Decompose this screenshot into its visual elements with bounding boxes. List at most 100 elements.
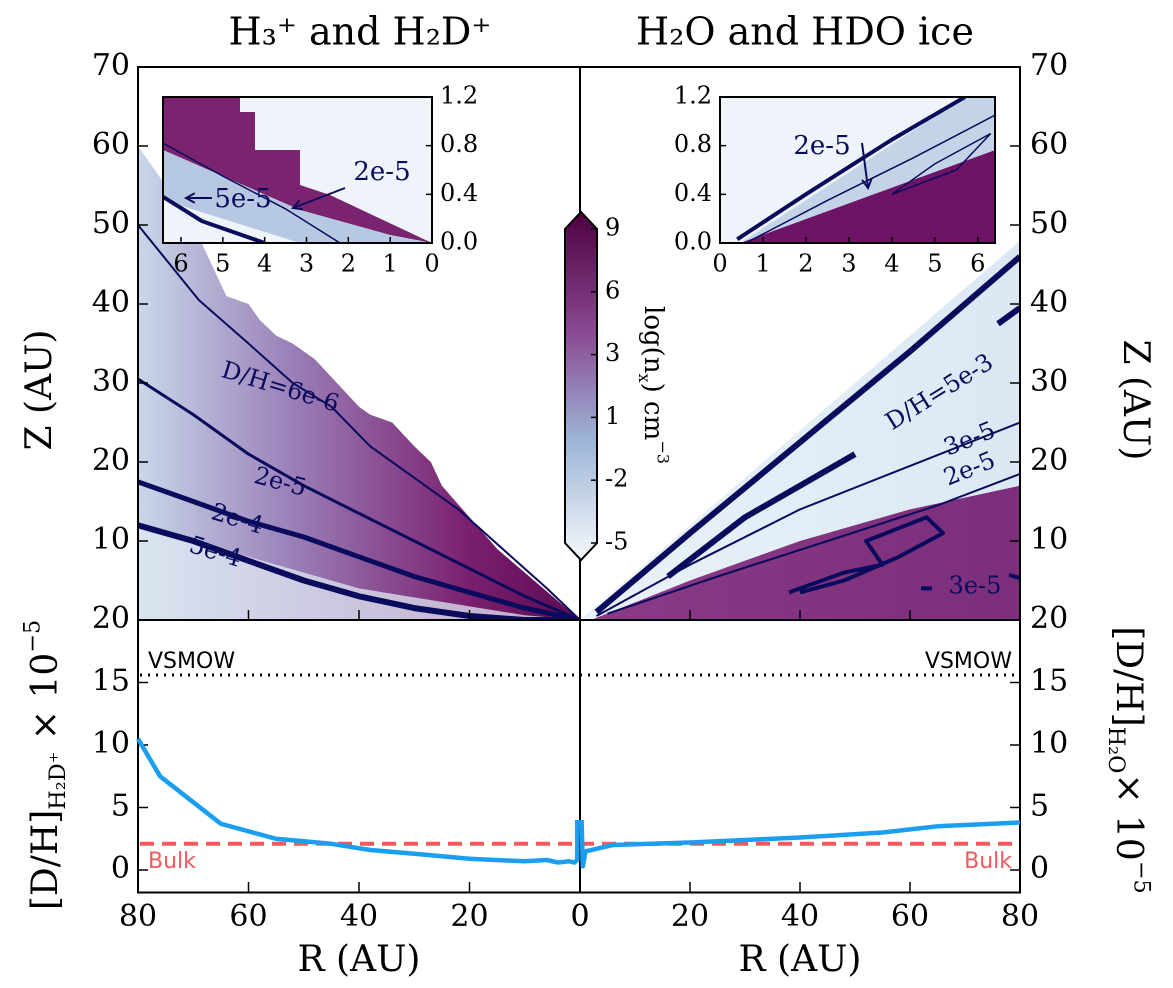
inset-x-tick-label: 4 <box>257 250 272 278</box>
inset-y-tick-label: 0.0 <box>440 228 478 256</box>
y-tick-label: 5 <box>1030 789 1049 824</box>
x-tick-label: 40 <box>781 899 819 934</box>
density-field-low <box>138 525 580 620</box>
label-arrow-head <box>183 192 196 204</box>
y-tick-label: 50 <box>1030 206 1068 241</box>
y-tick-label: 40 <box>92 285 130 320</box>
inset-y-tick-label: 0.4 <box>674 179 712 207</box>
y-axis-label-sub: H₂D⁺ <box>45 752 71 810</box>
inset-y-tick-label: 1.2 <box>674 82 712 110</box>
inset-frame <box>162 96 433 244</box>
inset-x-tick-label: 1 <box>755 250 770 278</box>
inset-x-tick-label: 3 <box>841 250 856 278</box>
x-tick-label: 20 <box>450 899 488 934</box>
contour-label: 2e-5 <box>353 157 410 187</box>
inset-x-tick-label: 4 <box>884 250 899 278</box>
contour-line <box>138 479 580 620</box>
colorbar-label-sup: −3 <box>654 440 673 464</box>
reference-label: Bulk <box>148 849 196 874</box>
y-tick-label: 20 <box>92 601 130 636</box>
y-axis-label-sup: −5 <box>1128 861 1154 894</box>
y-axis-label-tail: × 10 <box>25 653 66 752</box>
y-axis-label-main: [D/H] <box>25 810 66 910</box>
inset-y-tick-label: 0.8 <box>440 130 478 158</box>
colorbar-tick-label: 3 <box>605 339 620 367</box>
inset-x-tick-label: 5 <box>927 250 942 278</box>
y-tick-label: 50 <box>92 206 130 241</box>
colorbar-label-main: log(n <box>638 306 668 374</box>
contour-label: 3e-5 <box>949 572 1002 600</box>
y-tick-label: 60 <box>1030 127 1068 162</box>
x-tick-label: 0 <box>570 899 589 934</box>
panel-title: H₃⁺ and H₂D⁺ <box>229 10 492 54</box>
y-tick-label: 15 <box>1030 664 1068 699</box>
colorbar-tick-label: 9 <box>605 214 620 242</box>
contour-line <box>596 421 1020 617</box>
inset-y-tick-label: 0.4 <box>440 179 478 207</box>
label-arrow <box>861 142 869 189</box>
y-axis-label: Z (AU) <box>19 330 60 451</box>
inset-x-tick-label: 0 <box>424 250 439 278</box>
inset-density-light <box>163 150 432 243</box>
y-tick-label: 30 <box>92 364 130 399</box>
contour-label: 5e-5 <box>214 184 271 214</box>
y-tick-label: 40 <box>1030 285 1068 320</box>
inset-x-tick-label: 0 <box>712 250 727 278</box>
contour-line <box>138 377 580 620</box>
contour-line <box>163 195 266 243</box>
x-tick-label: 60 <box>891 899 929 934</box>
x-tick-label: 80 <box>119 899 157 934</box>
y-tick-label: 70 <box>1030 48 1068 83</box>
y-tick-label: 10 <box>92 726 130 761</box>
contour-line <box>138 522 580 620</box>
y-axis-label-sup: −5 <box>20 620 46 653</box>
y-axis-label-main: [D/H] <box>1108 626 1149 726</box>
y-axis-label-tail: × 10 <box>1108 773 1149 860</box>
contour-line <box>891 132 992 196</box>
inset-x-tick-label: 6 <box>173 250 188 278</box>
y-axis-label: [D/H]H₂O× 10−5 <box>1103 626 1154 894</box>
y-axis-label-sub: H₂O <box>1103 727 1129 774</box>
x-axis-label: R (AU) <box>298 939 421 980</box>
y-tick-label: 5 <box>111 789 130 824</box>
panel-title: H₂O and HDO ice <box>636 10 974 54</box>
contour-line <box>666 305 1020 579</box>
left-field <box>138 146 580 620</box>
x-tick-label: 20 <box>671 899 709 934</box>
colorbar-tick-label: 1 <box>605 402 620 430</box>
inset-x-tick-label: 3 <box>299 250 314 278</box>
label-arrow-head <box>291 199 304 211</box>
x-tick-label: 60 <box>229 899 267 934</box>
x-tick-label: 40 <box>340 899 378 934</box>
y-tick-label: 10 <box>1030 726 1068 761</box>
inset-x-tick-label: 6 <box>970 250 985 278</box>
y-tick-label: 10 <box>92 522 130 557</box>
y-tick-label: 60 <box>92 127 130 162</box>
y-tick-label: 10 <box>1030 522 1068 557</box>
colorbar-tick-label: -2 <box>605 465 628 493</box>
label-arrow <box>292 187 346 209</box>
y-tick-label: 30 <box>1030 364 1068 399</box>
x-tick-label: 80 <box>1001 899 1039 934</box>
density-field-ice <box>591 485 1020 620</box>
inset-field <box>163 97 432 243</box>
reference-label: VSMOW <box>925 649 1012 674</box>
y-axis-label: Z (AU) <box>1115 340 1156 461</box>
contour-line <box>163 142 341 243</box>
contour-line <box>607 472 1020 615</box>
reference-label: VSMOW <box>148 649 235 674</box>
y-tick-label: 70 <box>92 48 130 83</box>
label-arrow-head <box>861 178 873 191</box>
inset-field <box>720 97 995 243</box>
colorbar-tick-label: 6 <box>605 276 620 304</box>
y-tick-label: 15 <box>92 664 130 699</box>
inset-frame <box>719 96 996 244</box>
reference-label: Bulk <box>964 849 1012 874</box>
inset-density-light <box>740 97 995 243</box>
y-tick-label: 20 <box>1030 443 1068 478</box>
y-tick-label: 0 <box>1030 851 1049 886</box>
dh-profile <box>136 737 580 865</box>
inset-x-tick-label: 5 <box>215 250 230 278</box>
colorbar-tick-label: -5 <box>605 528 628 556</box>
